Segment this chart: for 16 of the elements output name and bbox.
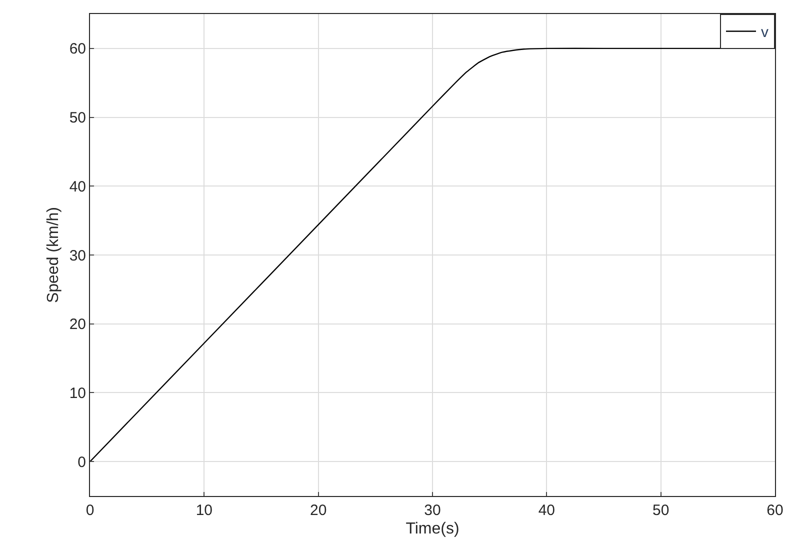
x-tick-label: 20 [310, 502, 327, 519]
x-axis-title: Time(s) [406, 520, 460, 538]
legend-label: v [761, 24, 769, 42]
y-axis-title: Speed (km/h) [45, 206, 62, 304]
y-tick-label: 60 [69, 40, 86, 58]
y-tick-label: 20 [69, 316, 86, 334]
y-tick-label: 30 [69, 247, 86, 264]
x-tick-label: 60 [766, 502, 784, 519]
y-tick-label: 0 [78, 454, 86, 471]
y-tick-label: 10 [69, 384, 86, 402]
y-tick-label: 50 [69, 110, 86, 127]
x-tick-label: 40 [538, 502, 556, 519]
x-tick-label: 10 [196, 502, 213, 519]
x-tick-label: 50 [652, 502, 670, 519]
y-tick-label: 40 [69, 178, 86, 196]
x-tick-label: 30 [424, 502, 441, 519]
